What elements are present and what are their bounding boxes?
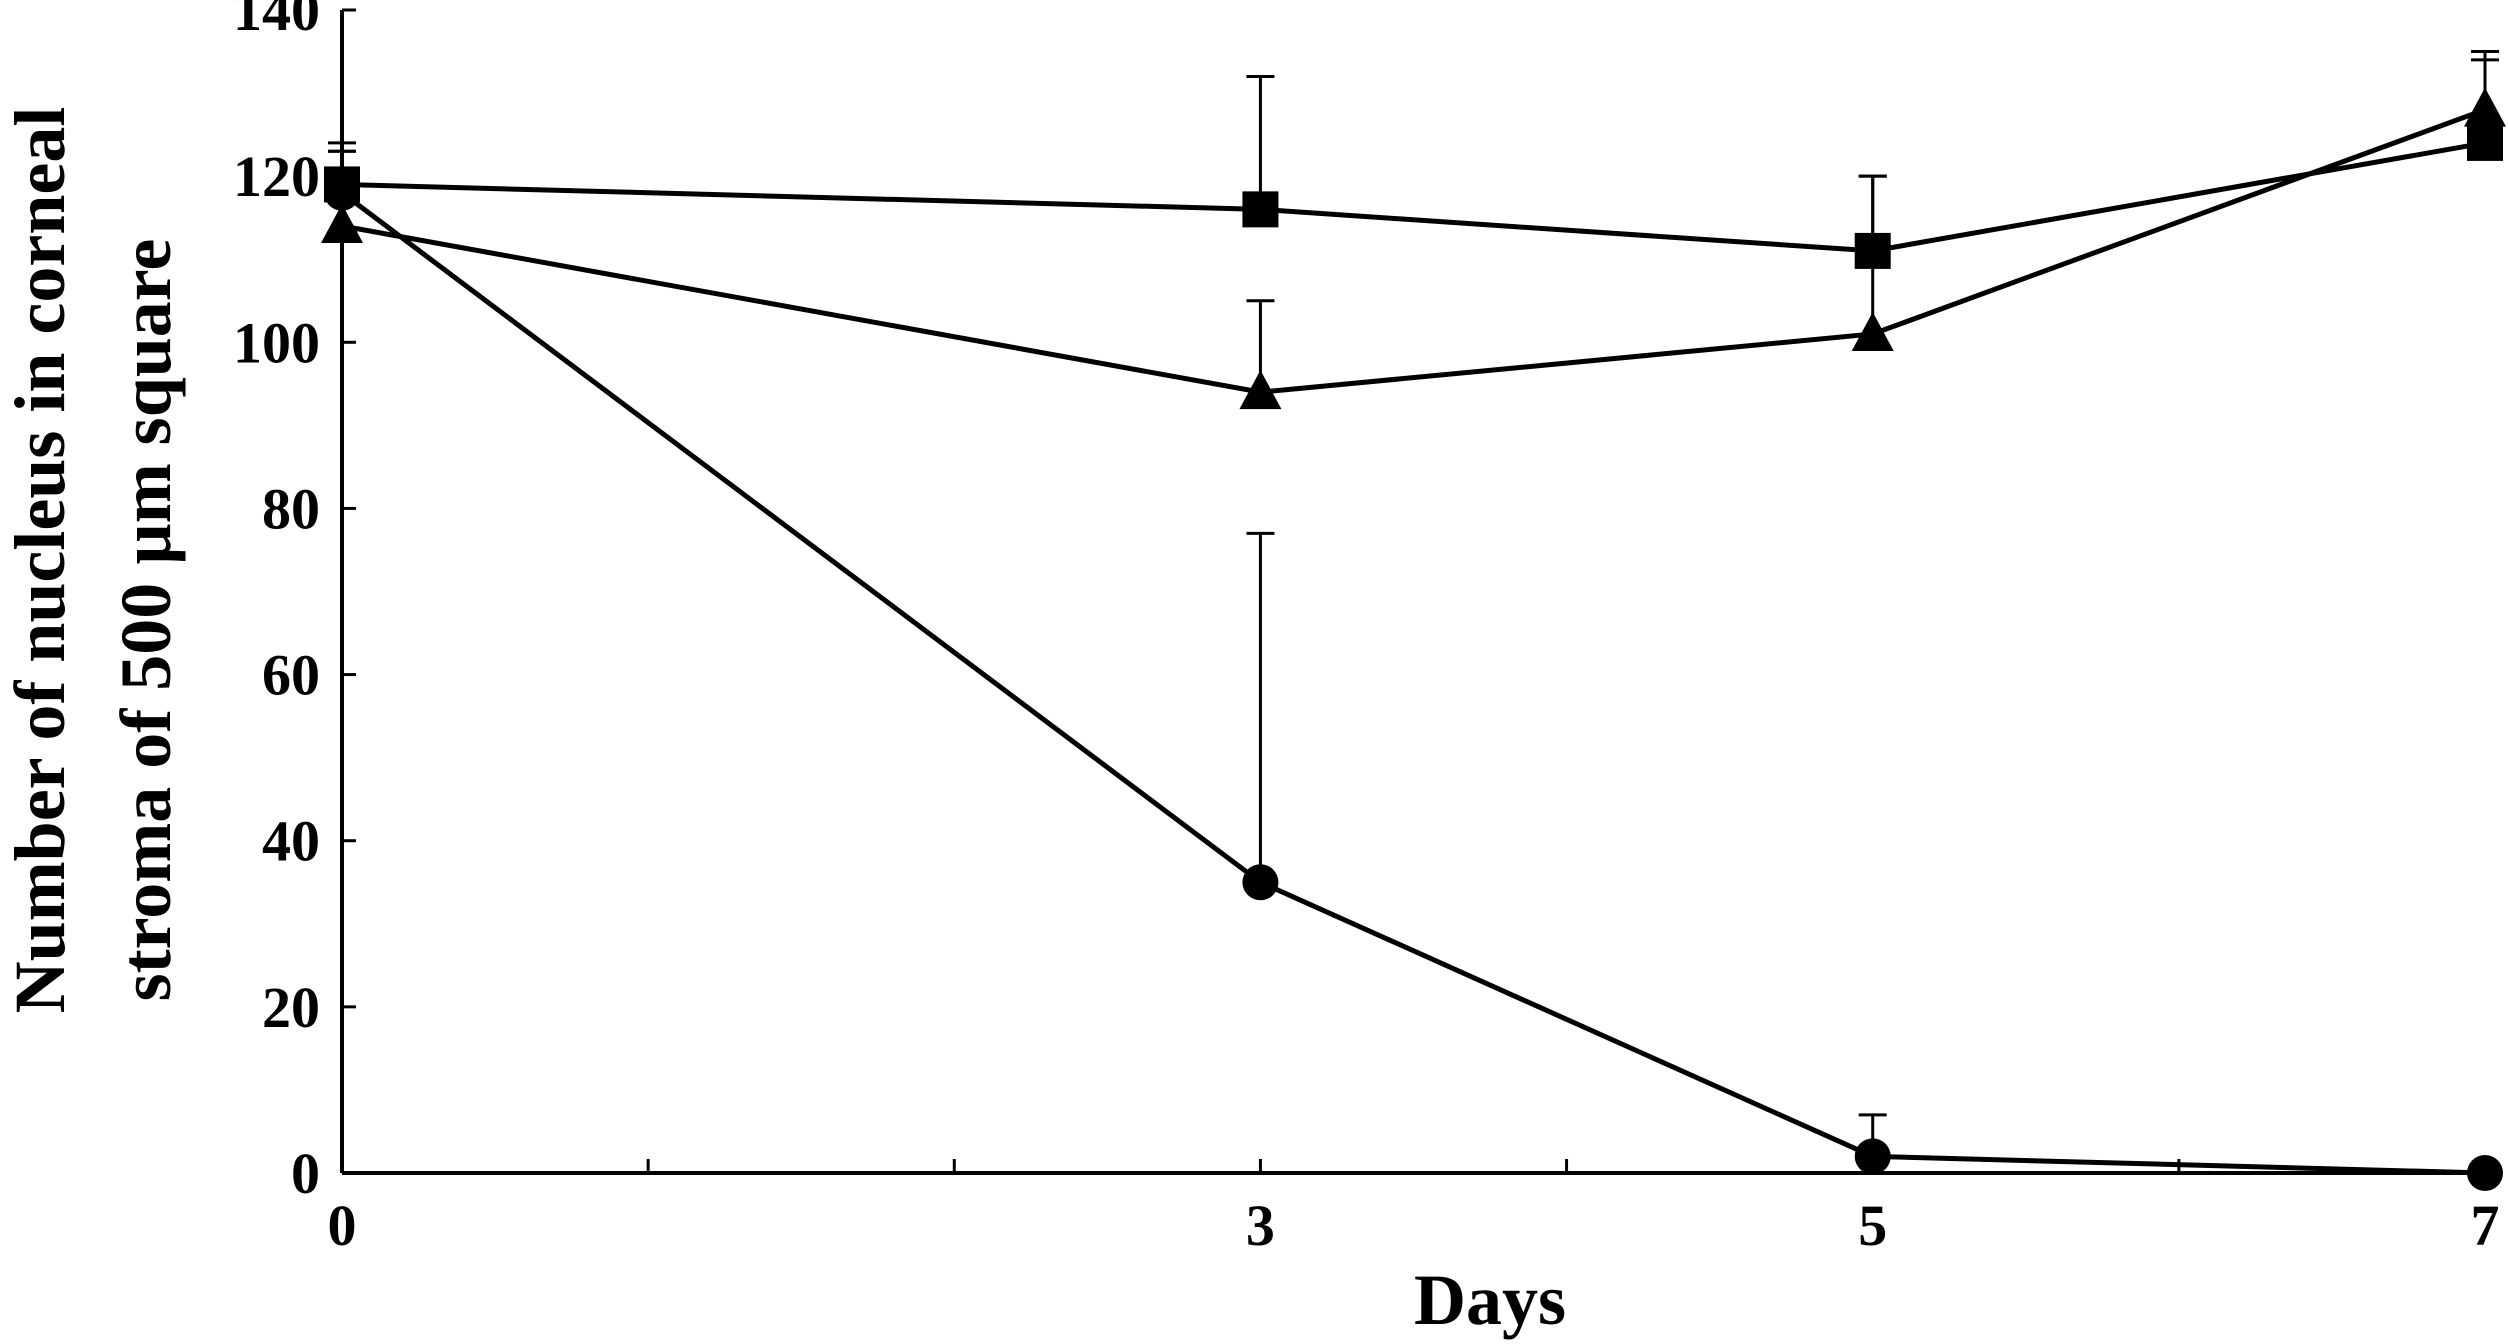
series-triangle (321, 50, 2506, 410)
data-point-triangle (321, 203, 363, 243)
series-line (341, 107, 2486, 395)
y-tick-label: 20 (262, 975, 320, 1040)
data-point-circle (1854, 1138, 1891, 1175)
data-point-circle (324, 174, 360, 211)
y-tick-label: 140 (233, 0, 320, 43)
plot-area (321, 50, 2506, 1191)
y-tick-label: 80 (262, 476, 320, 541)
data-point-circle (1242, 864, 1279, 901)
x-tick-label: 7 (2471, 1193, 2500, 1258)
series-circle (324, 149, 2503, 1191)
x-axis-label: Days (1414, 1260, 1566, 1340)
axes (340, 10, 2485, 1175)
y-tick-label: 40 (262, 809, 320, 874)
data-point-circle (2467, 1155, 2503, 1191)
series-line (340, 190, 2486, 1176)
y-tick-label: 60 (262, 643, 320, 708)
x-tick-label: 5 (1858, 1193, 1887, 1258)
y-axis-ticks: 0 20 40 60 80 100 120 140 (233, 0, 356, 1206)
series-square (324, 58, 2503, 269)
x-axis-ticks: 0 3 5 7 (328, 1159, 2500, 1258)
x-tick-label: 0 (328, 1193, 357, 1258)
y-axis-label-line1: Number of nucleus in corneal (0, 107, 80, 1014)
data-point-triangle (1851, 311, 1894, 351)
y-axis-label-line2: stroma of 500 µm square (106, 239, 186, 1002)
data-point-triangle (1239, 370, 1282, 410)
y-tick-label: 120 (233, 144, 320, 209)
data-point-square (1242, 191, 1279, 228)
y-tick-label: 100 (233, 310, 320, 375)
y-tick-label: 0 (291, 1141, 320, 1206)
x-tick-label: 3 (1246, 1193, 1275, 1258)
data-point-square (2467, 124, 2503, 161)
data-point-triangle (2464, 87, 2506, 127)
series-line (341, 140, 2486, 254)
